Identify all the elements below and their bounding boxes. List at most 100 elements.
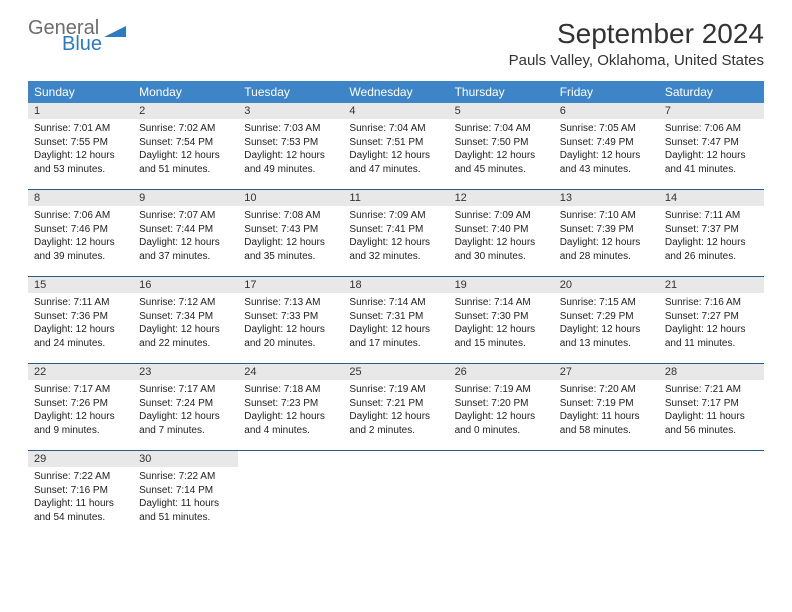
daylight-line: Daylight: 12 hours and 26 minutes. xyxy=(665,236,758,263)
calendar-cell: 26 Sunrise: 7:19 AMSunset: 7:20 PMDayligh… xyxy=(449,364,554,451)
title-block: September 2024 Pauls Valley, Oklahoma, U… xyxy=(509,18,764,69)
calendar-cell: 18 Sunrise: 7:14 AMSunset: 7:31 PMDayligh… xyxy=(343,277,448,364)
calendar-cell: 15Sunrise: 7:11 AMSunset: 7:36 PMDayligh… xyxy=(28,277,133,364)
day-number: 14 xyxy=(659,190,764,206)
calendar-cell: 24Sunrise: 7:18 AMSunset: 7:23 PMDayligh… xyxy=(238,364,343,451)
daylight-line: Daylight: 12 hours and 51 minutes. xyxy=(139,149,232,176)
day-number: 8 xyxy=(28,190,133,206)
sunset-line: Sunset: 7:31 PM xyxy=(349,310,442,324)
calendar-cell: 10Sunrise: 7:08 AMSunset: 7:43 PMDayligh… xyxy=(238,190,343,277)
daylight-line: Daylight: 12 hours and 17 minutes. xyxy=(349,323,442,350)
calendar-cell: 5Sunrise: 7:04 AMSunset: 7:50 PMDaylight… xyxy=(449,103,554,190)
sunset-line: Sunset: 7:40 PM xyxy=(455,223,548,237)
calendar-cell: 30Sunrise: 7:22 AMSunset: 7:14 PMDayligh… xyxy=(133,451,238,538)
sunrise-line: Sunrise: 7:02 AM xyxy=(139,122,232,136)
day-details: Sunrise: 7:10 AMSunset: 7:39 PMDaylight:… xyxy=(554,206,659,269)
day-number: 28 xyxy=(659,364,764,380)
sunrise-line: Sunrise: 7:09 AM xyxy=(349,209,442,223)
day-number: 23 xyxy=(133,364,238,380)
calendar-cell: 3Sunrise: 7:03 AMSunset: 7:53 PMDaylight… xyxy=(238,103,343,190)
sunset-line: Sunset: 7:50 PM xyxy=(455,136,548,150)
sunrise-line: Sunrise: 7:19 AM xyxy=(455,383,548,397)
daylight-line: Daylight: 12 hours and 45 minutes. xyxy=(455,149,548,176)
daylight-line: Daylight: 12 hours and 30 minutes. xyxy=(455,236,548,263)
calendar-row: 29Sunrise: 7:22 AMSunset: 7:16 PMDayligh… xyxy=(28,451,764,538)
day-number: 6 xyxy=(554,103,659,119)
daylight-line: Daylight: 12 hours and 13 minutes. xyxy=(560,323,653,350)
sunrise-line: Sunrise: 7:17 AM xyxy=(34,383,127,397)
day-details: Sunrise: 7:13 AMSunset: 7:33 PMDaylight:… xyxy=(238,293,343,356)
sunrise-line: Sunrise: 7:13 AM xyxy=(244,296,337,310)
sunset-line: Sunset: 7:37 PM xyxy=(665,223,758,237)
sunset-line: Sunset: 7:30 PM xyxy=(455,310,548,324)
sunset-line: Sunset: 7:54 PM xyxy=(139,136,232,150)
day-number: 24 xyxy=(238,364,343,380)
calendar-table: Sunday Monday Tuesday Wednesday Thursday… xyxy=(28,81,764,537)
day-number: 10 xyxy=(238,190,343,206)
calendar-row: 8Sunrise: 7:06 AMSunset: 7:46 PMDaylight… xyxy=(28,190,764,277)
sunrise-line: Sunrise: 7:19 AM xyxy=(349,383,442,397)
day-details: Sunrise: 7:09 AMSunset: 7:40 PMDaylight:… xyxy=(449,206,554,269)
calendar-cell: 29Sunrise: 7:22 AMSunset: 7:16 PMDayligh… xyxy=(28,451,133,538)
day-details: Sunrise: 7:09 AMSunset: 7:41 PMDaylight:… xyxy=(343,206,448,269)
day-number: 5 xyxy=(449,103,554,119)
daylight-line: Daylight: 12 hours and 0 minutes. xyxy=(455,410,548,437)
calendar-cell: 6Sunrise: 7:05 AMSunset: 7:49 PMDaylight… xyxy=(554,103,659,190)
day-number: 25 xyxy=(343,364,448,380)
sunrise-line: Sunrise: 7:08 AM xyxy=(244,209,337,223)
weekday-header: Thursday xyxy=(449,81,554,103)
weekday-header-row: Sunday Monday Tuesday Wednesday Thursday… xyxy=(28,81,764,103)
day-number: 17 xyxy=(238,277,343,293)
sunset-line: Sunset: 7:19 PM xyxy=(560,397,653,411)
sunrise-line: Sunrise: 7:20 AM xyxy=(560,383,653,397)
sunrise-line: Sunrise: 7:04 AM xyxy=(349,122,442,136)
daylight-line: Daylight: 12 hours and 53 minutes. xyxy=(34,149,127,176)
day-details: Sunrise: 7:17 AMSunset: 7:26 PMDaylight:… xyxy=(28,380,133,443)
daylight-line: Daylight: 12 hours and 15 minutes. xyxy=(455,323,548,350)
daylight-line: Daylight: 12 hours and 37 minutes. xyxy=(139,236,232,263)
day-details: Sunrise: 7:22 AMSunset: 7:14 PMDaylight:… xyxy=(133,467,238,530)
sunrise-line: Sunrise: 7:14 AM xyxy=(455,296,548,310)
calendar-cell: 16Sunrise: 7:12 AMSunset: 7:34 PMDayligh… xyxy=(133,277,238,364)
day-details: Sunrise: 7:04 AMSunset: 7:51 PMDaylight:… xyxy=(343,119,448,182)
calendar-cell: 22Sunrise: 7:17 AMSunset: 7:26 PMDayligh… xyxy=(28,364,133,451)
location-text: Pauls Valley, Oklahoma, United States xyxy=(509,52,764,69)
sunset-line: Sunset: 7:39 PM xyxy=(560,223,653,237)
sunrise-line: Sunrise: 7:06 AM xyxy=(665,122,758,136)
sunrise-line: Sunrise: 7:18 AM xyxy=(244,383,337,397)
calendar-cell: 27Sunrise: 7:20 AMSunset: 7:19 PMDayligh… xyxy=(554,364,659,451)
day-details: Sunrise: 7:11 AMSunset: 7:36 PMDaylight:… xyxy=(28,293,133,356)
empty-day xyxy=(554,451,659,467)
calendar-cell: 11Sunrise: 7:09 AMSunset: 7:41 PMDayligh… xyxy=(343,190,448,277)
sunrise-line: Sunrise: 7:10 AM xyxy=(560,209,653,223)
empty-day xyxy=(449,451,554,467)
day-details: Sunrise: 7:14 AMSunset: 7:30 PMDaylight:… xyxy=(449,293,554,356)
day-number: 18 xyxy=(343,277,448,293)
sunset-line: Sunset: 7:26 PM xyxy=(34,397,127,411)
calendar-cell: 7Sunrise: 7:06 AMSunset: 7:47 PMDaylight… xyxy=(659,103,764,190)
calendar-cell: 20Sunrise: 7:15 AMSunset: 7:29 PMDayligh… xyxy=(554,277,659,364)
sunrise-line: Sunrise: 7:14 AM xyxy=(349,296,442,310)
calendar-row: 1Sunrise: 7:01 AMSunset: 7:55 PMDaylight… xyxy=(28,103,764,190)
sunset-line: Sunset: 7:46 PM xyxy=(34,223,127,237)
weekday-header: Saturday xyxy=(659,81,764,103)
weekday-header: Sunday xyxy=(28,81,133,103)
day-details: Sunrise: 7:18 AMSunset: 7:23 PMDaylight:… xyxy=(238,380,343,443)
daylight-line: Daylight: 11 hours and 56 minutes. xyxy=(665,410,758,437)
daylight-line: Daylight: 12 hours and 49 minutes. xyxy=(244,149,337,176)
calendar-cell: 21Sunrise: 7:16 AMSunset: 7:27 PMDayligh… xyxy=(659,277,764,364)
sunset-line: Sunset: 7:33 PM xyxy=(244,310,337,324)
sunrise-line: Sunrise: 7:22 AM xyxy=(34,470,127,484)
calendar-page: General Blue September 2024 Pauls Valley… xyxy=(0,0,792,555)
day-number: 16 xyxy=(133,277,238,293)
sunset-line: Sunset: 7:34 PM xyxy=(139,310,232,324)
page-title: September 2024 xyxy=(509,18,764,50)
day-number: 4 xyxy=(343,103,448,119)
sunset-line: Sunset: 7:20 PM xyxy=(455,397,548,411)
daylight-line: Daylight: 12 hours and 9 minutes. xyxy=(34,410,127,437)
sunset-line: Sunset: 7:16 PM xyxy=(34,484,127,498)
sunset-line: Sunset: 7:53 PM xyxy=(244,136,337,150)
daylight-line: Daylight: 12 hours and 4 minutes. xyxy=(244,410,337,437)
day-number: 26 xyxy=(449,364,554,380)
sunset-line: Sunset: 7:51 PM xyxy=(349,136,442,150)
